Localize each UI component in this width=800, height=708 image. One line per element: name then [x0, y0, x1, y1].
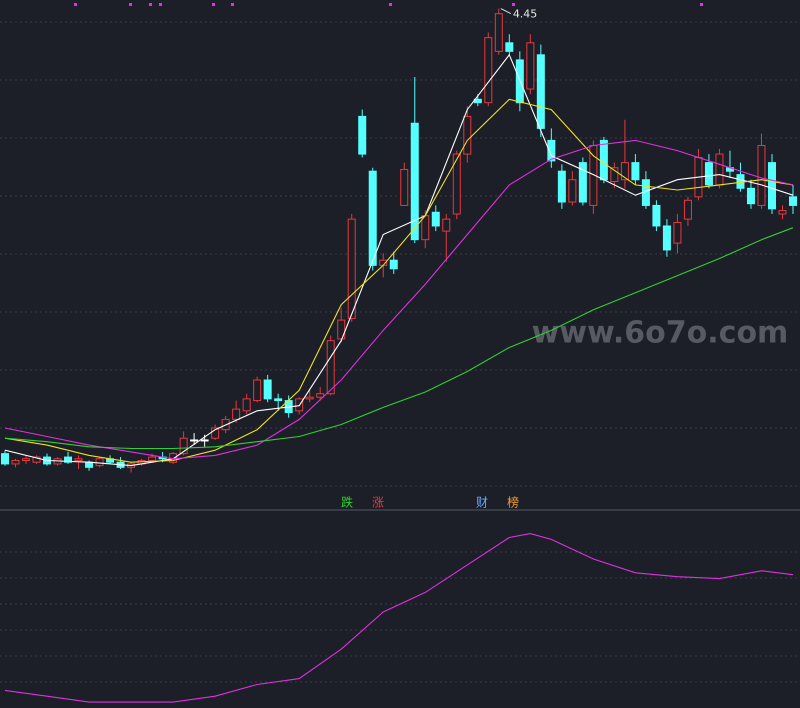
- candle-body: [431, 211, 440, 227]
- candle-body: [789, 196, 797, 206]
- candle-body: [242, 398, 251, 412]
- line: [4, 98, 794, 463]
- candle-body: [494, 13, 503, 52]
- candle-body: [232, 408, 241, 420]
- candle-body: [526, 42, 535, 90]
- candle-body: [557, 170, 566, 203]
- candle-body: [610, 167, 619, 182]
- candle-body: [452, 153, 461, 215]
- candle-body: [463, 115, 472, 155]
- candle-body: [704, 162, 713, 186]
- marker-label: 财: [476, 496, 488, 510]
- candle-body: [85, 461, 94, 468]
- candle-body: [715, 153, 724, 186]
- candle-body: [547, 139, 556, 162]
- candle-body: [683, 199, 692, 220]
- marker-label: 跌: [341, 495, 353, 510]
- line: [4, 53, 794, 467]
- candle-body: [316, 393, 325, 398]
- candle-body: [74, 458, 83, 461]
- line: [4, 139, 794, 460]
- watermark: www.6o7o.com: [532, 316, 789, 351]
- candle-body: [263, 379, 272, 400]
- candle-body: [11, 459, 20, 465]
- candle-body: [190, 439, 199, 442]
- candle-body: [211, 427, 220, 439]
- candle-body: [32, 456, 41, 463]
- candle-body: [274, 398, 283, 402]
- candle-body: [652, 204, 661, 227]
- candle-body: [148, 456, 157, 461]
- marker-label: 榜: [507, 495, 519, 510]
- candle-body: [673, 222, 682, 244]
- candle-body: [778, 210, 787, 215]
- candle-body: [662, 225, 671, 251]
- candle-body: [620, 162, 629, 181]
- grid: [0, 21, 800, 683]
- candle-body: [757, 145, 766, 206]
- annotation-label: 4.45: [513, 8, 538, 21]
- candle-body: [22, 458, 31, 461]
- candle-body: [578, 162, 587, 203]
- candle-body: [200, 439, 209, 442]
- candle-body: [305, 396, 314, 400]
- candle-body: [358, 115, 367, 155]
- candle-body: [389, 259, 398, 270]
- candle-body: [253, 379, 262, 402]
- candle-body: [442, 218, 451, 232]
- candle-body: [347, 218, 356, 319]
- candle-body: [536, 54, 545, 129]
- candle-body: [337, 319, 346, 340]
- candle-body: [631, 162, 640, 181]
- candle-body: [410, 122, 419, 241]
- candle-body: [95, 458, 104, 467]
- candle-body: [767, 162, 776, 210]
- candle-body: [368, 170, 377, 266]
- annotation-arrow: [500, 8, 512, 15]
- candle-body: [400, 168, 409, 206]
- top-dots: [74, 3, 703, 6]
- candle-body: [746, 187, 755, 205]
- candle-body: [1, 453, 9, 465]
- candle-body: [484, 37, 493, 104]
- candle-body: [64, 456, 73, 463]
- line: [4, 227, 794, 450]
- candle-body: [568, 179, 577, 203]
- marker-label: 涨: [372, 495, 384, 510]
- candle-body: [179, 437, 188, 455]
- candle-body: [326, 340, 335, 395]
- candle-body: [505, 42, 514, 52]
- candle-body: [599, 139, 608, 181]
- line: [4, 533, 794, 703]
